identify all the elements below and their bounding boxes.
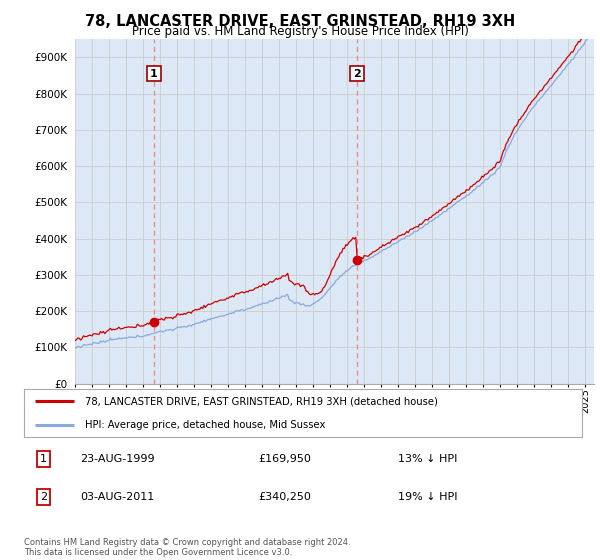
Text: Price paid vs. HM Land Registry's House Price Index (HPI): Price paid vs. HM Land Registry's House … xyxy=(131,25,469,38)
Text: 19% ↓ HPI: 19% ↓ HPI xyxy=(398,492,457,502)
Text: £340,250: £340,250 xyxy=(259,492,311,502)
Text: 2: 2 xyxy=(40,492,47,502)
Text: 13% ↓ HPI: 13% ↓ HPI xyxy=(398,454,457,464)
Text: 2: 2 xyxy=(353,69,361,78)
Text: 03-AUG-2011: 03-AUG-2011 xyxy=(80,492,154,502)
Text: 23-AUG-1999: 23-AUG-1999 xyxy=(80,454,154,464)
Text: HPI: Average price, detached house, Mid Sussex: HPI: Average price, detached house, Mid … xyxy=(85,420,326,430)
Text: Contains HM Land Registry data © Crown copyright and database right 2024.
This d: Contains HM Land Registry data © Crown c… xyxy=(24,538,350,557)
Text: 1: 1 xyxy=(150,69,158,78)
Text: 78, LANCASTER DRIVE, EAST GRINSTEAD, RH19 3XH: 78, LANCASTER DRIVE, EAST GRINSTEAD, RH1… xyxy=(85,14,515,29)
Text: 78, LANCASTER DRIVE, EAST GRINSTEAD, RH19 3XH (detached house): 78, LANCASTER DRIVE, EAST GRINSTEAD, RH1… xyxy=(85,396,438,406)
Text: £169,950: £169,950 xyxy=(259,454,311,464)
Text: 1: 1 xyxy=(40,454,47,464)
